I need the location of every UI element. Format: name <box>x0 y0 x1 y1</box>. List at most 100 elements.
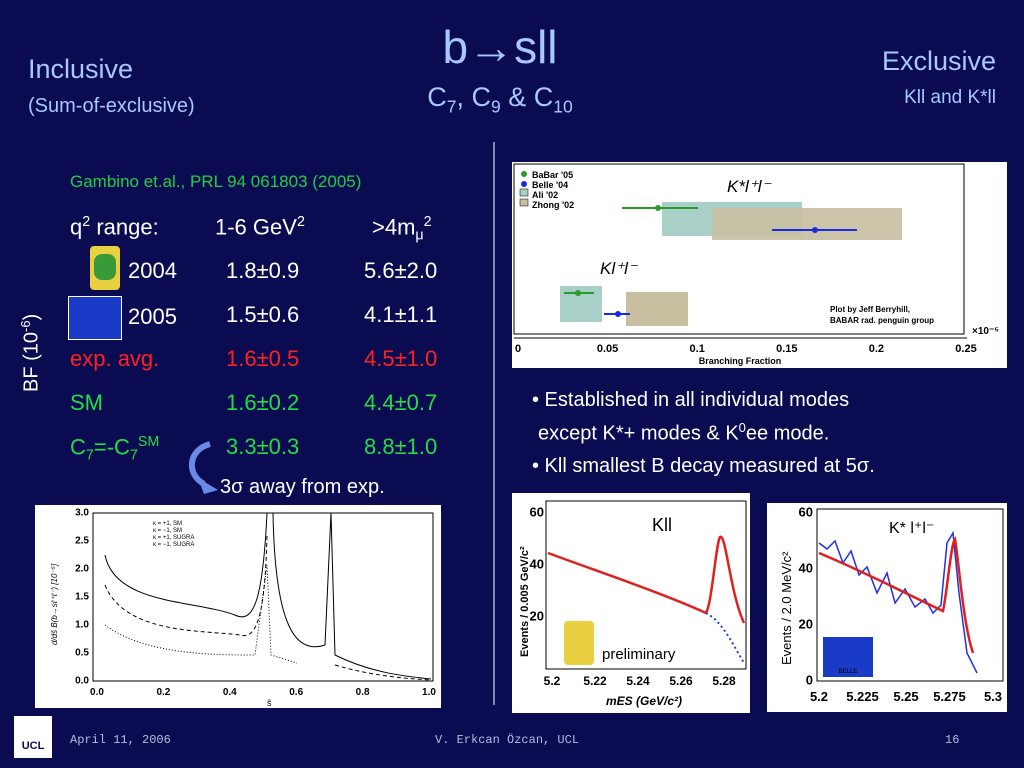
superscript: 0 <box>738 420 746 435</box>
x-tick-label: 0.1 <box>690 343 705 355</box>
y-tick-label: 20 <box>530 608 544 623</box>
table-header: >4mμ2 <box>372 214 432 244</box>
y-tick-label: 2.5 <box>75 536 89 547</box>
reference: Gambino et.al., PRL 94 061803 (2005) <box>70 172 362 191</box>
legend-symbol <box>521 181 527 187</box>
subscript: 9 <box>490 96 501 117</box>
legend-label: κ = −1, SM <box>153 528 182 534</box>
cell: q <box>70 214 83 240</box>
legend-symbol <box>519 198 529 207</box>
title: b→sll <box>442 21 558 73</box>
legend-label: BaBar '05 <box>532 170 573 180</box>
row-label: SM <box>70 390 103 415</box>
y-axis-label: Events / 2.0 MeV/c² <box>779 551 794 665</box>
superscript: -6 <box>18 320 33 332</box>
x-tick-label: 0.2 <box>156 687 170 698</box>
note: 3σ away from exp. <box>220 476 385 498</box>
cell: 4.5±1.0 <box>364 346 438 371</box>
table-header: q2 range: <box>70 214 159 240</box>
subtitle: C7, C9 & C10 <box>0 82 1000 117</box>
cell: 1.6±0.2 <box>226 390 300 415</box>
bullet: • Kll smallest B decay measured at 5σ. <box>532 455 875 477</box>
cell: 3.3±0.3 <box>226 434 300 459</box>
y-tick-label: 60 <box>530 504 544 519</box>
x-tick-label: 1.0 <box>422 687 436 698</box>
x-tick-label: 5.25 <box>893 689 918 704</box>
legend-label: Belle '04 <box>532 180 568 190</box>
y-tick-label: 2.0 <box>75 564 89 575</box>
y-tick-label: 1.0 <box>75 620 89 631</box>
curved-arrow <box>188 441 218 494</box>
belle-figure: K* l⁺l⁻ Events / 2.0 MeV/c² 0 20 40 60 5.2 5.22… <box>767 503 1007 712</box>
x-axis-label: mES (GeV/c²) <box>606 694 682 708</box>
subscript: 7 <box>446 96 457 117</box>
logo-text: UCL <box>21 740 45 752</box>
footer-page: 16 <box>945 733 960 747</box>
y-tick-label: 20 <box>799 616 813 631</box>
x-tick-label: 5.2 <box>810 689 828 704</box>
divider <box>493 142 495 705</box>
left-heading: Inclusive <box>28 54 134 84</box>
cell: 5.6±2.0 <box>364 258 438 283</box>
left-subheading: (Sum-of-exclusive) <box>28 95 195 117</box>
x-tick-label: 0.25 <box>955 343 976 355</box>
cell: 1.6±0.5 <box>226 346 300 371</box>
cell: 4.1±1.1 <box>364 302 438 327</box>
superscript: SM <box>137 434 160 450</box>
babar-logo <box>90 246 120 290</box>
subscript: 7 <box>85 447 94 464</box>
x-tick-label: 0.6 <box>289 687 303 698</box>
x-axis-label: ŝ <box>267 698 272 708</box>
x-tick-label: 5.225 <box>846 689 879 704</box>
subtitle-text: & C <box>500 82 554 112</box>
cell: range: <box>90 214 159 240</box>
cell: 8.8±1.0 <box>364 434 438 459</box>
legend-label: κ = −1, SUGRA <box>153 542 194 548</box>
x-tick-label: 5.2 <box>544 674 561 688</box>
cell: >4m <box>372 214 416 240</box>
cell: 1-6 GeV <box>215 214 297 240</box>
footer-date: April 11, 2006 <box>70 733 171 747</box>
x-tick-label: 0.4 <box>223 687 237 698</box>
x-tick-label: 0.2 <box>869 343 884 355</box>
superscript: 2 <box>82 214 91 230</box>
bullet-text: except K*+ modes & K <box>538 422 739 445</box>
bullet-text: ee mode. <box>745 422 830 445</box>
y-tick-label: 0.5 <box>75 648 89 659</box>
legend-label: κ = +1, SM <box>153 521 182 527</box>
x-axis-label: Branching Fraction <box>699 356 782 366</box>
x-tick-label: 0.05 <box>597 343 618 355</box>
subtitle-text: C <box>427 82 447 112</box>
y-axis-label: Events / 0.005 GeV/c² <box>519 546 531 657</box>
x-tick-label: 0 <box>515 343 521 355</box>
subscript: μ <box>415 227 424 244</box>
legend-symbol <box>521 171 527 177</box>
y-tick-label: 0 <box>806 672 813 687</box>
bullet: • Established in all individual modes <box>532 389 850 411</box>
footer-author: V. Erkcan Özcan, UCL <box>435 733 580 747</box>
right-heading: Exclusive <box>881 46 996 76</box>
plot-label: K* l⁺l⁻ <box>889 520 934 537</box>
table-header: 1-6 GeV2 <box>215 214 305 240</box>
logo-text: BELLE <box>839 669 858 675</box>
subtitle-text: , C <box>456 82 491 112</box>
y-tick-label: 40 <box>530 556 544 571</box>
x-tick-label: 5.3 <box>984 689 1002 704</box>
x-tick-label: 0.15 <box>776 343 797 355</box>
y-tick-label: 60 <box>799 504 813 519</box>
credit: Plot by Jeff Berryhill, <box>830 305 910 314</box>
belle-logo <box>68 296 122 340</box>
x-tick-label: 5.24 <box>626 674 650 688</box>
label-text: BF (10 <box>20 331 43 392</box>
legend-symbol <box>519 188 529 197</box>
y-tick-label: 40 <box>799 560 813 575</box>
superscript: 2 <box>296 214 305 230</box>
x-tick-label: 5.275 <box>933 689 966 704</box>
row-label: 2005 <box>128 304 177 329</box>
plot-label: Kll <box>652 515 672 535</box>
row-label: C7=-C7SM <box>70 434 159 464</box>
